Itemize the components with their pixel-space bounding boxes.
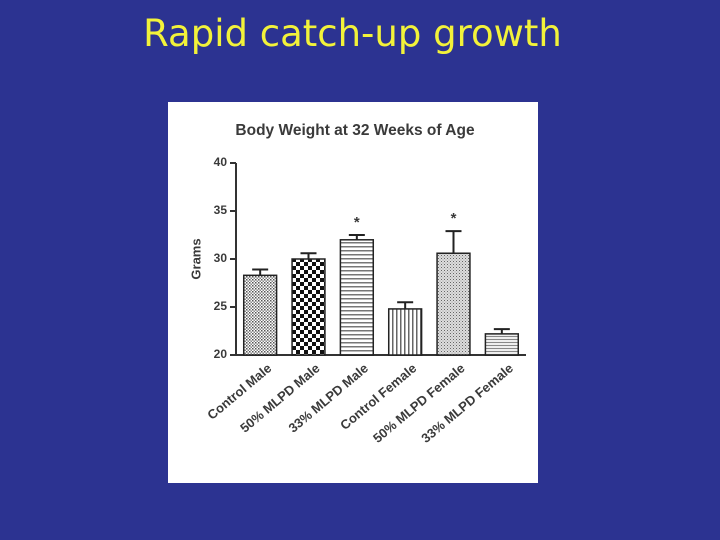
y-tick-label: 40 (214, 155, 228, 169)
y-tick-label: 25 (214, 299, 228, 313)
error-bar (445, 230, 462, 254)
bar (242, 274, 278, 356)
error-bar (300, 252, 317, 259)
significance-marker: * (451, 210, 457, 227)
chart-title: Body Weight at 32 Weeks of Age (235, 122, 475, 139)
slide-title: Rapid catch-up growth (143, 12, 562, 55)
bar (387, 308, 423, 356)
bar (291, 258, 326, 356)
bar (339, 239, 375, 356)
bar (436, 252, 471, 356)
significance-marker: * (354, 214, 360, 231)
error-bar (493, 328, 510, 334)
bar (484, 333, 520, 356)
y-axis-label: Grams (188, 238, 203, 279)
error-bar (252, 268, 269, 276)
y-tick-label: 20 (214, 347, 228, 361)
y-tick-label: 35 (214, 203, 228, 217)
error-bar (348, 234, 365, 240)
y-tick-label: 30 (214, 251, 228, 265)
chart: Body Weight at 32 Weeks of Age Grams 20 2… (168, 102, 538, 483)
error-bar (397, 301, 414, 309)
